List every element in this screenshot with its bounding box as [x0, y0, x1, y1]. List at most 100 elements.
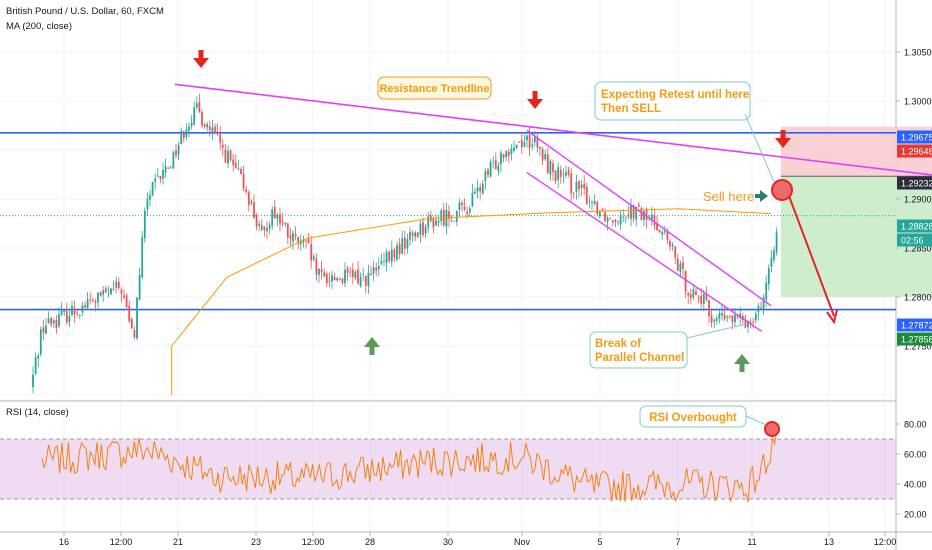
candle-body [767, 267, 770, 285]
time-axis[interactable]: 16 12:00 21 23 12:00 28 30 Nov 5 7 11 13 12:00 [59, 532, 896, 547]
candle-body [645, 208, 648, 220]
candle-body [39, 329, 42, 355]
candle-body [572, 193, 575, 195]
candle-body [427, 216, 430, 228]
candle-body [299, 240, 302, 245]
candle-body [715, 318, 718, 321]
candle-body [141, 237, 144, 278]
price-tick-label: 1.29000 [904, 195, 932, 205]
candle-body [520, 139, 523, 148]
candle-body [60, 310, 63, 315]
callout-text: Expecting Retest until here [601, 89, 749, 101]
candle-body [549, 160, 552, 175]
retest-target-marker[interactable] [771, 179, 793, 201]
candle-body [429, 215, 432, 221]
candle-body [370, 273, 372, 276]
candle-body [591, 202, 593, 203]
resistance-trendline[interactable] [174, 83, 932, 179]
candle-body [523, 142, 526, 147]
candle-body [518, 141, 521, 143]
candle-body [201, 112, 203, 126]
candle-body [695, 291, 697, 295]
candle-body [726, 316, 729, 318]
candle-body [383, 260, 385, 262]
sell-projection-line[interactable] [788, 195, 835, 317]
candle-body [120, 290, 123, 294]
candle-body [167, 168, 170, 169]
candle-body [455, 211, 458, 222]
candle-body [775, 232, 778, 253]
price-tag: 1.29232 [897, 176, 932, 190]
candle-body [240, 168, 242, 175]
channel-upper-line[interactable] [526, 129, 772, 307]
rsi-tick-label: 80.00 [904, 420, 927, 430]
candle-body [250, 200, 253, 203]
candle-body [305, 240, 307, 242]
retest-callout[interactable]: Expecting Retest until here Then SELL [594, 81, 775, 183]
candle-body [117, 281, 120, 288]
rsi-overbought-callout[interactable]: RSI Overbought [639, 405, 767, 428]
candle-body [377, 265, 380, 270]
candlestick-series [32, 93, 778, 394]
candle-body [593, 201, 596, 204]
candle-body [372, 267, 375, 274]
candle-body [42, 327, 45, 333]
price-tick-label: 1.28500 [904, 244, 932, 254]
candle-body [416, 232, 419, 237]
candle-body [146, 198, 149, 210]
candle-body [406, 238, 409, 249]
candle-body [234, 162, 237, 168]
candle-body [328, 280, 331, 282]
candle-body [554, 170, 557, 182]
candle-body [190, 122, 193, 126]
candle-body [336, 278, 339, 281]
break-channel-callout[interactable]: Break of Parallel Channel [589, 324, 743, 369]
candle-body [206, 124, 209, 128]
candle-body [211, 127, 214, 133]
candle-body [497, 165, 500, 171]
candle-body [162, 170, 164, 179]
candle-body [81, 305, 84, 313]
candle-body [102, 290, 105, 295]
candle-body [76, 312, 79, 314]
candle-body [461, 202, 463, 206]
candle-body [422, 222, 424, 235]
time-tick-label: 23 [251, 537, 261, 547]
time-tick-label: 30 [443, 537, 453, 547]
rsi-line[interactable] [41, 429, 779, 503]
candle-body [84, 304, 86, 308]
candle-body [669, 241, 671, 247]
candle-body [734, 314, 736, 323]
candle-body [224, 149, 227, 163]
candle-body [575, 181, 578, 192]
candle-body [627, 214, 630, 217]
price-tag: 1.28828 [897, 219, 932, 233]
rsi-overbought-marker[interactable] [764, 421, 780, 437]
ma-200-line[interactable] [171, 208, 772, 395]
up-arrow-icon [364, 337, 380, 355]
candle-body [271, 209, 274, 226]
channel-lower-line[interactable] [526, 171, 763, 332]
candle-body [32, 374, 34, 388]
price-tick-label: 1.30500 [904, 48, 932, 58]
candle-body [338, 279, 341, 280]
candle-body [94, 301, 97, 303]
candle-body [292, 233, 294, 242]
resistance-trendline-callout[interactable]: Resistance Trendline [377, 76, 492, 100]
candle-body [58, 314, 60, 327]
price-tick-label: 1.30000 [904, 97, 932, 107]
candle-body [138, 275, 141, 301]
candle-body [635, 206, 638, 220]
candle-body [344, 269, 346, 284]
candle-body [507, 151, 510, 156]
candle-body [487, 169, 489, 175]
price-tag-label: 1.29232 [901, 179, 932, 189]
candle-body [409, 231, 411, 240]
time-tick-label: 12:00 [110, 537, 133, 547]
candle-body [401, 238, 404, 254]
rsi-axis: 80.00 60.00 40.00 20.00 [896, 420, 927, 520]
time-tick-label: 11 [747, 537, 756, 547]
candle-body [528, 134, 531, 149]
candle-body [312, 256, 315, 260]
